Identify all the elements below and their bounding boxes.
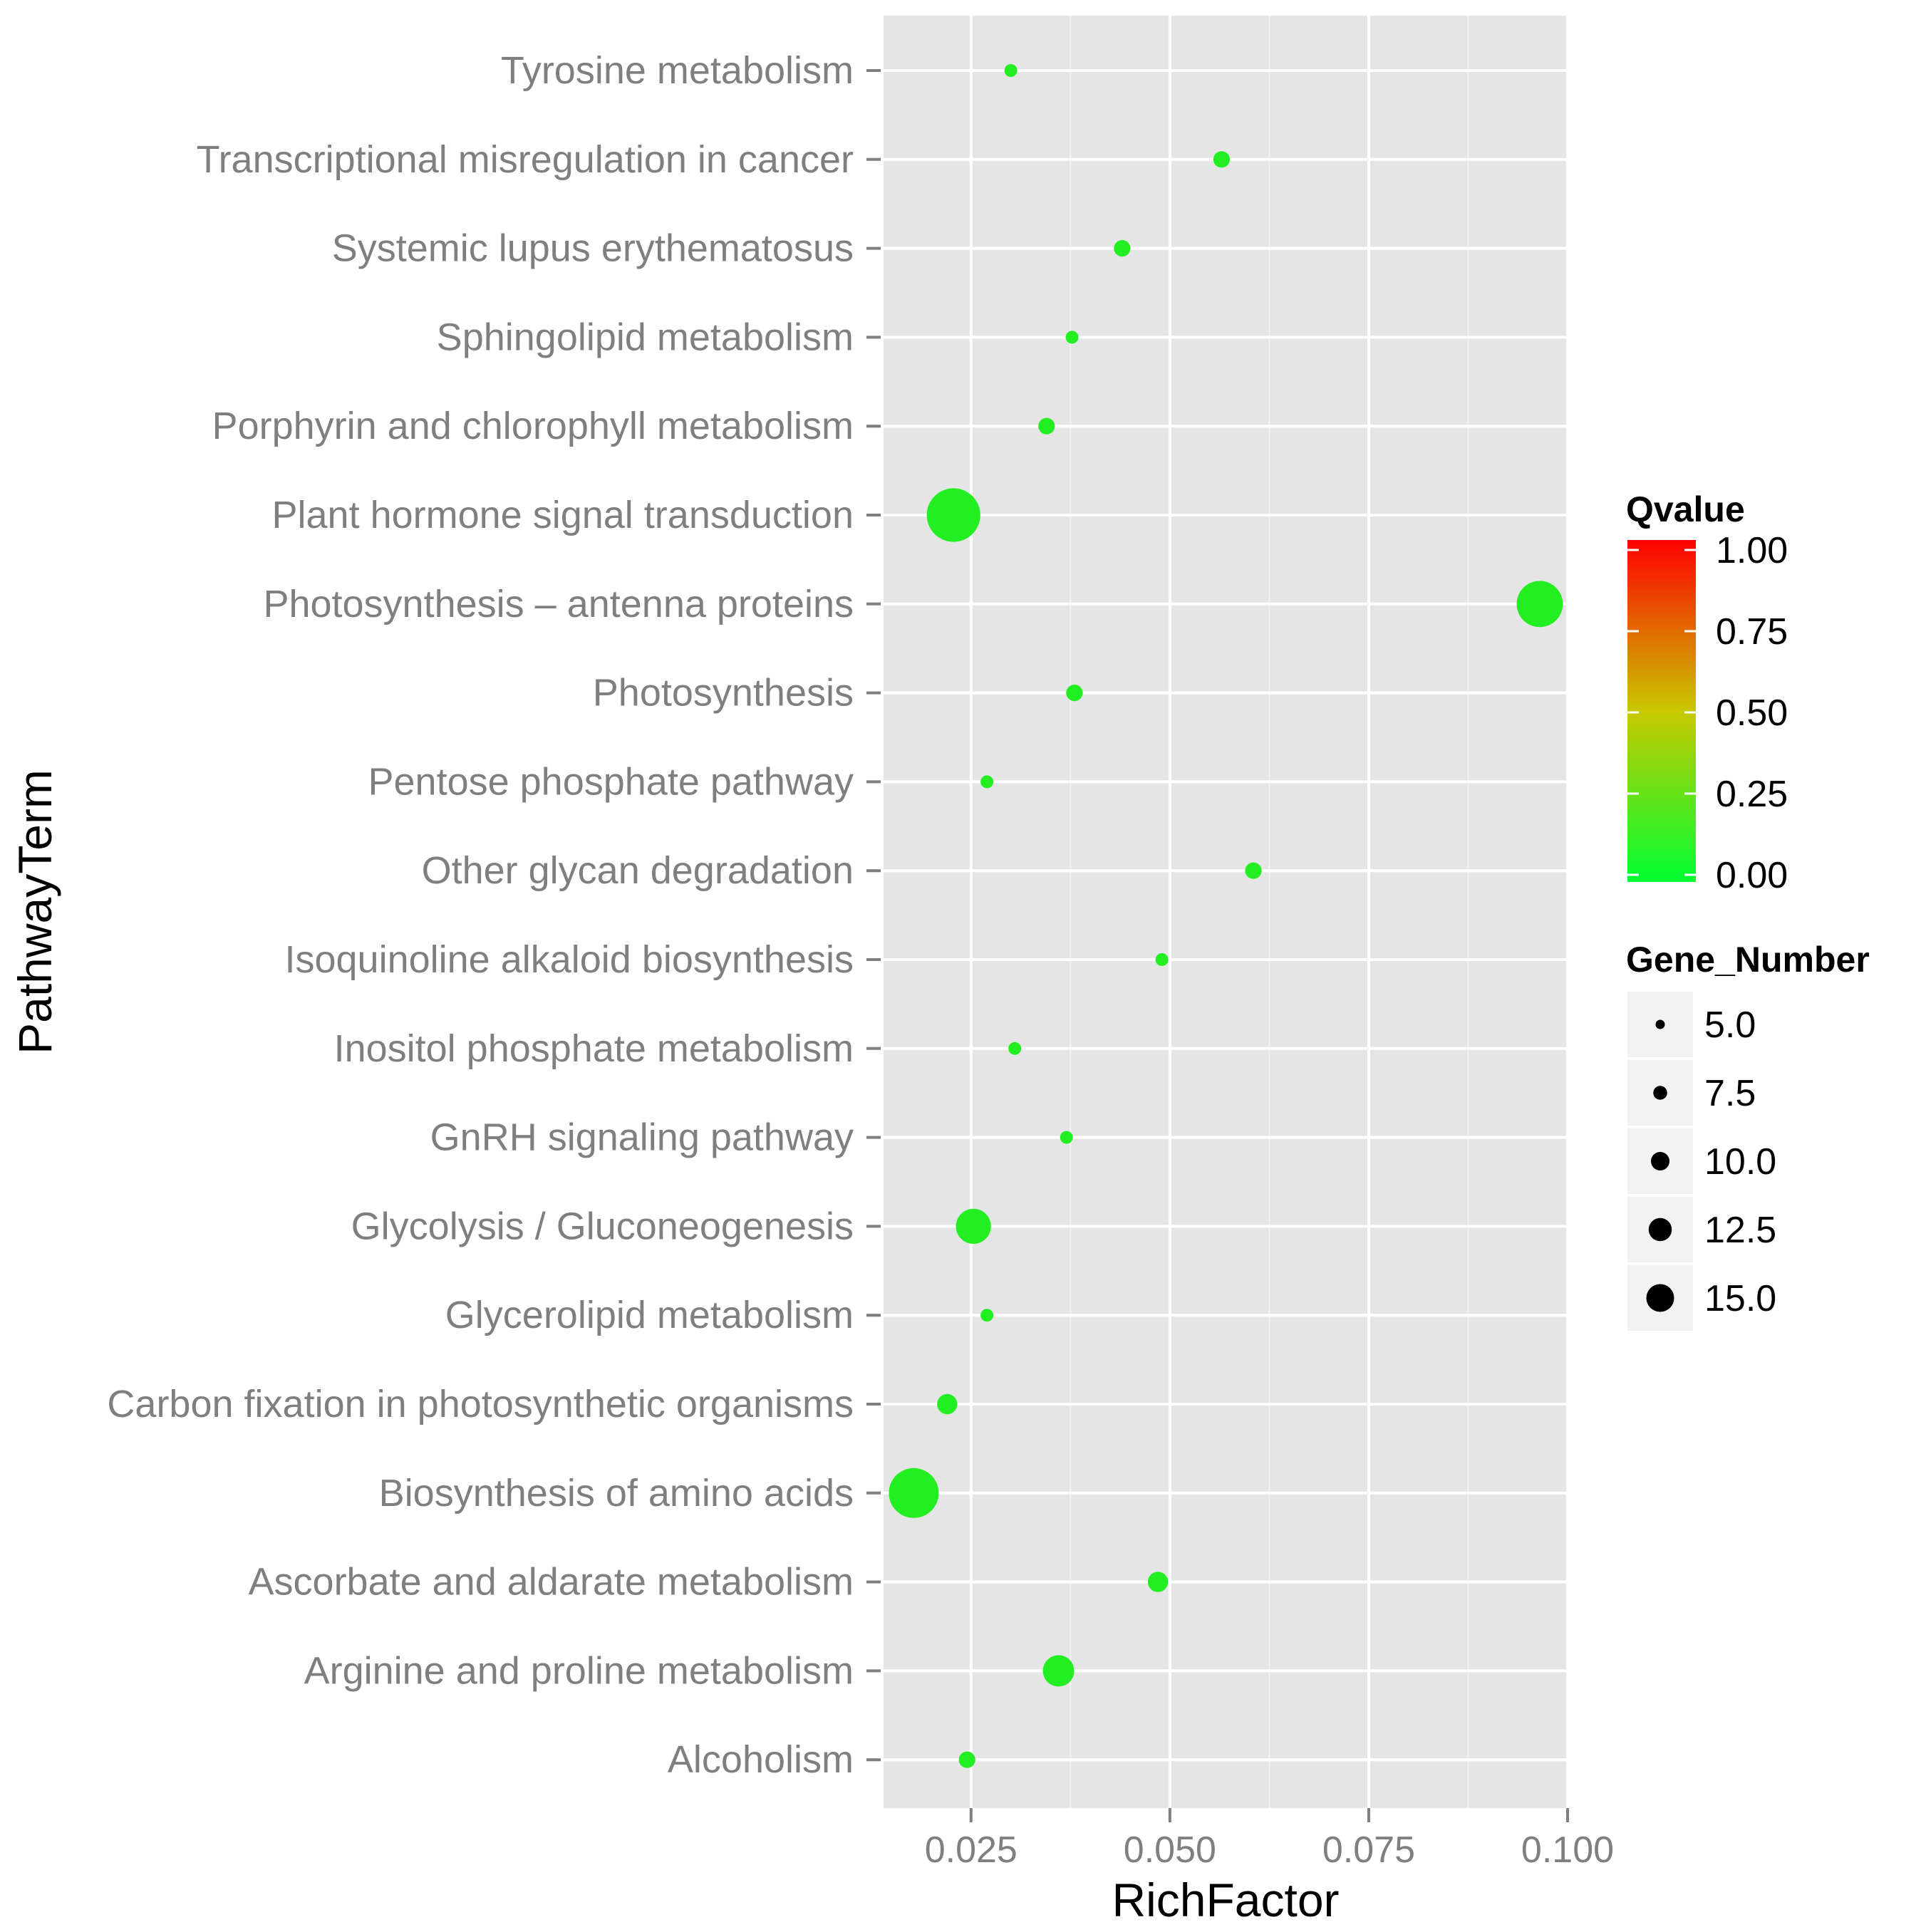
size-legend-label: 7.5: [1704, 1073, 1756, 1114]
gene-number-legend-title: Gene_Number: [1626, 940, 1870, 980]
gene-number-legend: Gene_Number 5.0 7.5 10.0 12.5 15.0: [1626, 940, 1870, 1331]
pathway-label: Photosynthesis: [593, 672, 854, 715]
data-point: [956, 1208, 991, 1244]
pathway-label: Carbon fixation in photosynthetic organi…: [107, 1383, 854, 1425]
y-axis-labels: Tyrosine metabolism Transcriptional misre…: [107, 49, 881, 1781]
pathway-label: GnRH signaling pathway: [430, 1116, 854, 1159]
data-point: [1004, 64, 1018, 77]
x-tick-label: 0.075: [1322, 1829, 1415, 1871]
data-point: [980, 775, 994, 789]
pathway-label: Isoquinoline alkaloid biosynthesis: [284, 938, 854, 981]
pathway-label: Ascorbate and aldarate metabolism: [249, 1561, 854, 1604]
pathway-label: Biosynthesis of amino acids: [379, 1472, 854, 1515]
data-point: [1008, 1042, 1022, 1055]
data-points: [889, 64, 1563, 1768]
pathway-label: Other glycan degradation: [422, 849, 854, 892]
colorbar-tick-label: 0.25: [1716, 774, 1788, 815]
pathway-label: Tyrosine metabolism: [501, 49, 854, 92]
pathway-label: Alcoholism: [668, 1738, 854, 1781]
size-legend-dot: [1646, 1284, 1674, 1312]
pathway-label: Inositol phosphate metabolism: [334, 1027, 854, 1070]
pathway-label: Pentose phosphate pathway: [368, 760, 854, 803]
size-legend-label: 10.0: [1704, 1141, 1776, 1183]
data-point: [1147, 1572, 1169, 1592]
colorbar-tick-label: 0.00: [1716, 855, 1788, 896]
qvalue-legend: Qvalue 1.00 0.75 0.50 0.25 0.00: [1626, 489, 1788, 896]
data-point: [958, 1751, 975, 1768]
size-legend-label: 15.0: [1704, 1278, 1776, 1319]
x-tick-label: 0.050: [1124, 1829, 1216, 1871]
data-point: [1213, 151, 1231, 168]
data-point: [1042, 1655, 1075, 1687]
plot-panel: [884, 16, 1568, 1808]
data-point: [1065, 331, 1079, 344]
data-point: [1155, 953, 1169, 966]
size-legend-label: 5.0: [1704, 1004, 1756, 1046]
pathway-label: Photosynthesis – antenna proteins: [263, 583, 854, 625]
pathway-label: Plant hormone signal transduction: [272, 494, 854, 536]
qvalue-legend-title: Qvalue: [1626, 489, 1745, 529]
pathway-label: Glycolysis / Gluconeogenesis: [351, 1205, 854, 1247]
data-point: [1114, 240, 1131, 257]
data-point: [1038, 417, 1055, 435]
data-point: [1516, 581, 1563, 628]
data-point: [926, 488, 980, 542]
pathway-label: Glycerolipid metabolism: [445, 1294, 854, 1336]
qvalue-colorbar: [1627, 540, 1696, 882]
data-point: [1245, 862, 1262, 879]
y-axis-title: PathwayTerm: [9, 769, 61, 1054]
size-legend-dot: [1648, 1217, 1672, 1242]
x-axis-ticks: 0.025 0.050 0.075 0.100: [925, 1808, 1614, 1871]
data-point: [889, 1468, 939, 1518]
pathway-label: Transcriptional misregulation in cancer: [197, 138, 854, 181]
pathway-label: Porphyrin and chlorophyll metabolism: [212, 405, 854, 447]
pathway-label: Arginine and proline metabolism: [304, 1649, 854, 1692]
colorbar-tick-label: 1.00: [1716, 530, 1788, 571]
x-axis-title: RichFactor: [1112, 1874, 1339, 1926]
colorbar-tick-label: 0.75: [1716, 611, 1788, 653]
grid-lines: [884, 16, 1569, 1808]
size-legend-label: 12.5: [1704, 1210, 1776, 1251]
x-tick-label: 0.025: [925, 1829, 1018, 1871]
data-point: [1060, 1131, 1073, 1144]
colorbar-tick-label: 0.50: [1716, 692, 1788, 734]
data-point: [1066, 685, 1083, 702]
x-tick-label: 0.100: [1521, 1829, 1614, 1871]
data-point: [980, 1309, 994, 1322]
pathway-label: Sphingolipid metabolism: [437, 316, 854, 358]
pathway-label: Systemic lupus erythematosus: [332, 227, 854, 270]
size-legend-dot: [1655, 1019, 1665, 1029]
data-point: [937, 1393, 958, 1415]
size-legend-dot: [1651, 1152, 1669, 1170]
size-legend-dot: [1653, 1086, 1667, 1100]
